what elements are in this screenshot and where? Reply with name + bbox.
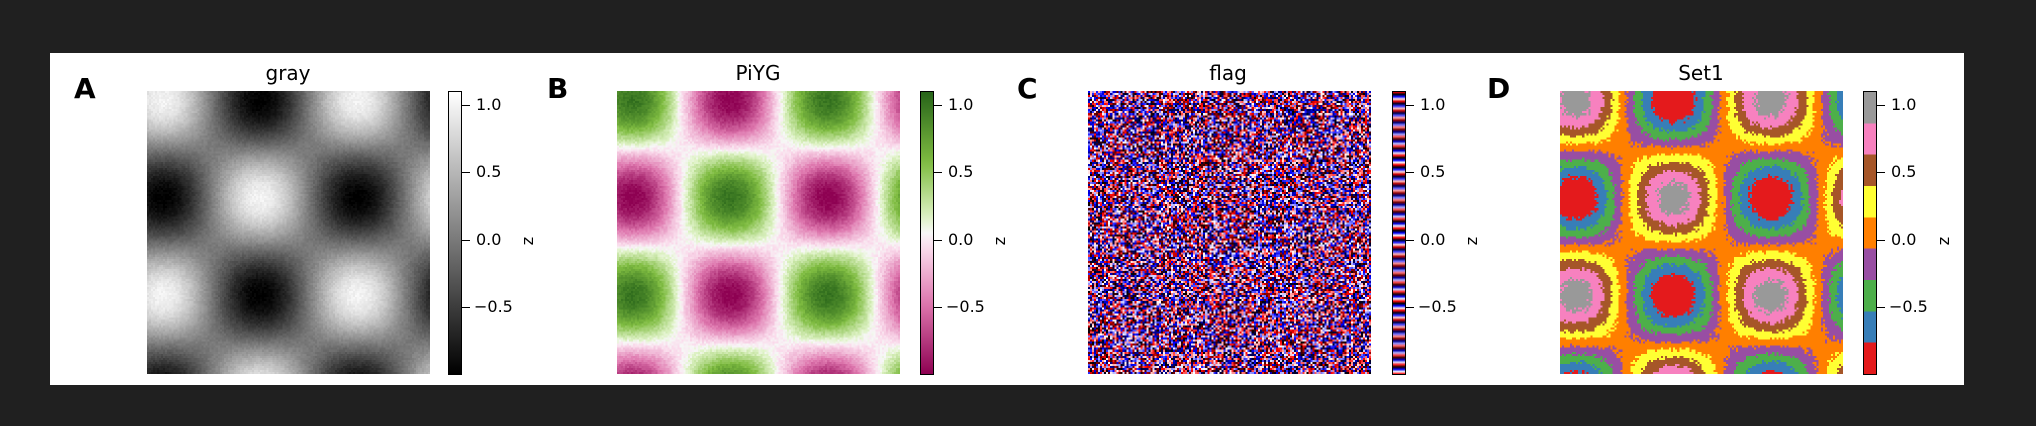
panel-title-c: flag <box>1209 61 1247 85</box>
colorbar-tick-label: −0.5 <box>946 297 985 317</box>
panel-letter-c: C <box>1017 72 1038 105</box>
colorbar-tick <box>1877 239 1885 241</box>
colorbar-tick <box>934 307 942 309</box>
colorbar-tick-label: 0.5 <box>476 162 502 182</box>
colorbar-tick <box>462 307 470 309</box>
heatmap-c <box>1088 91 1371 374</box>
colorbar-tick-label: −0.5 <box>1889 297 1928 317</box>
colorbar-tick-label: −0.5 <box>474 297 513 317</box>
colorbar-c <box>1392 91 1406 375</box>
colorbar-tick-label: 0.5 <box>1891 162 1917 182</box>
colorbar-tick <box>934 172 942 174</box>
panel-title-d: Set1 <box>1678 61 1724 85</box>
colorbar-tick <box>1406 172 1414 174</box>
colorbar-tick <box>1406 104 1414 106</box>
colorbar-tick <box>462 104 470 106</box>
colorbar-tick <box>462 239 470 241</box>
colorbar-tick <box>1406 307 1414 309</box>
colorbar-tick-label: 1.0 <box>1891 94 1917 114</box>
colorbar-tick-label: 0.5 <box>948 162 974 182</box>
colorbar-tick-label: 0.0 <box>948 229 974 249</box>
colorbar-label-d: z <box>1934 236 1954 246</box>
colorbar-label-a: z <box>518 236 538 246</box>
colorbar-label-b: z <box>990 236 1010 246</box>
colorbar-tick-label: 0.0 <box>1891 229 1917 249</box>
colorbar-tick-label: −0.5 <box>1418 297 1457 317</box>
heatmap-b <box>617 91 900 374</box>
panel-title-a: gray <box>265 61 311 85</box>
colorbar-tick <box>934 239 942 241</box>
panel-letter-b: B <box>547 72 569 105</box>
colorbar-tick-label: 0.5 <box>1420 162 1446 182</box>
heatmap-a <box>147 91 430 374</box>
colorbar-tick <box>1406 239 1414 241</box>
colorbar-tick <box>1877 307 1885 309</box>
heatmap-d <box>1560 91 1843 374</box>
figure: A gray 1.0 0.5 0.0 −0.5 z B PiYG 1.0 0.5 0.0 −… <box>50 53 1964 385</box>
panel-title-b: PiYG <box>735 61 781 85</box>
colorbar-tick <box>934 104 942 106</box>
colorbar-tick-label: 1.0 <box>476 94 502 114</box>
colorbar-tick <box>462 172 470 174</box>
colorbar-b <box>920 91 934 375</box>
colorbar-label-c: z <box>1462 236 1482 246</box>
panel-letter-a: A <box>74 72 96 105</box>
colorbar-tick <box>1877 104 1885 106</box>
colorbar-tick-label: 0.0 <box>476 229 502 249</box>
colorbar-a <box>448 91 462 375</box>
colorbar-tick-label: 1.0 <box>1420 94 1446 114</box>
colorbar-tick-label: 1.0 <box>948 94 974 114</box>
colorbar-tick <box>1877 172 1885 174</box>
colorbar-d <box>1863 91 1877 375</box>
colorbar-tick-label: 0.0 <box>1420 229 1446 249</box>
panel-letter-d: D <box>1487 72 1511 105</box>
